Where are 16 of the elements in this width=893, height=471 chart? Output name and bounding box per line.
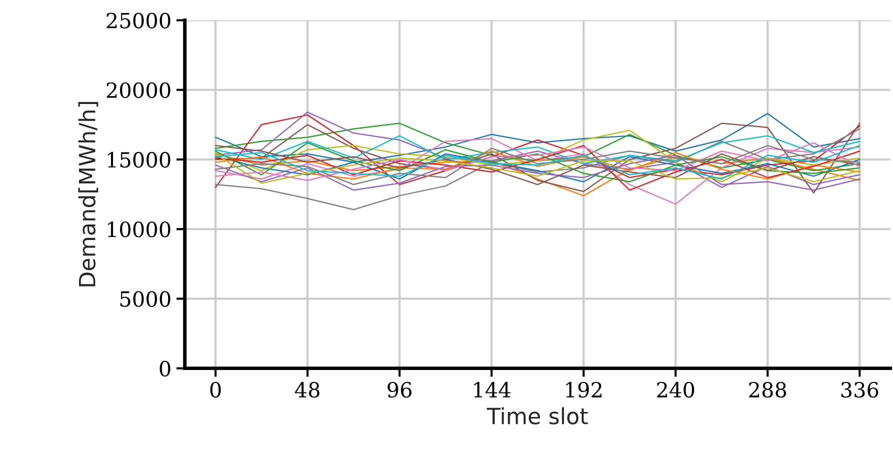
y-axis-title: Demand[MWh/h] [78, 102, 98, 286]
x-tick-label: 240 [657, 382, 694, 398]
y-tick-label: 25000 [106, 12, 170, 28]
x-tick-label: 96 [388, 382, 412, 398]
x-tick-label: 192 [566, 382, 602, 398]
y-tick-label: 5000 [120, 291, 170, 307]
x-tick-label: 48 [294, 382, 320, 398]
y-tick-label: 20000 [106, 82, 170, 98]
y-tick-label: 10000 [108, 222, 170, 238]
y-tick-label: 15000 [108, 152, 170, 168]
x-tick-label: 288 [749, 382, 786, 398]
y-tick-label: 0 [160, 360, 170, 377]
x-axis-title: Time slot [486, 407, 588, 424]
x-tick-label: 144 [474, 382, 510, 398]
x-tick-label: 0 [210, 382, 221, 398]
x-tick-label: 336 [841, 382, 878, 398]
